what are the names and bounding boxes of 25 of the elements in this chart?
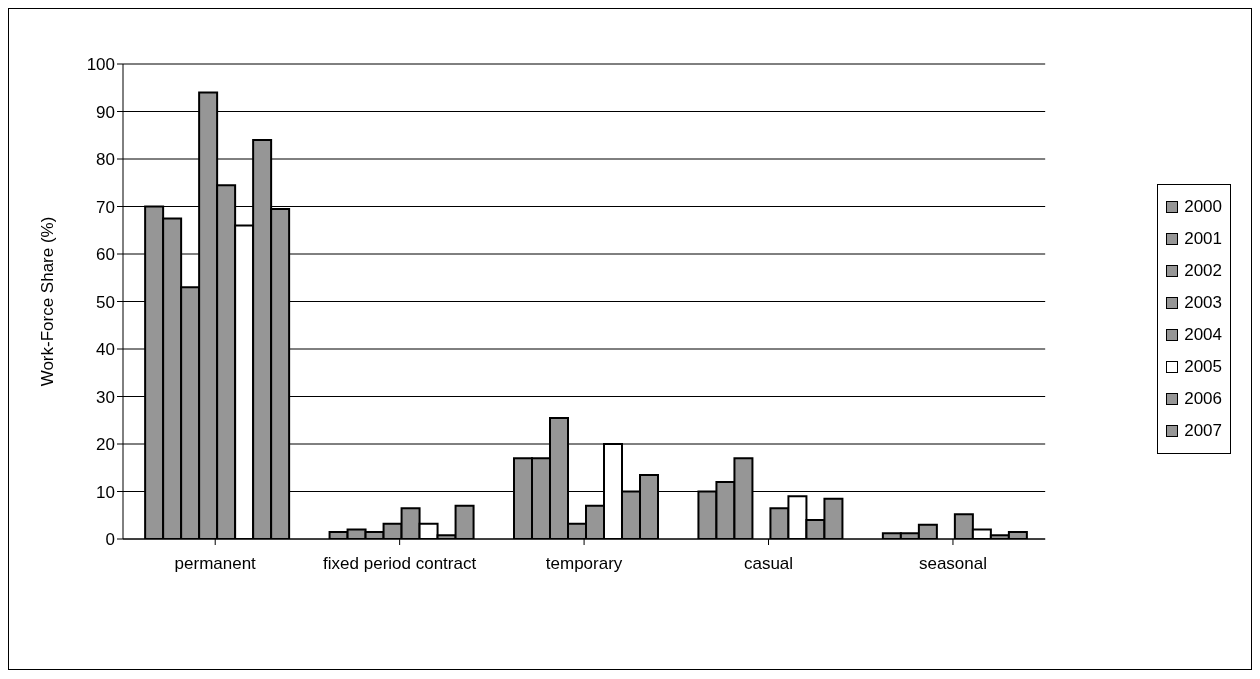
legend-label: 2001 (1184, 229, 1222, 249)
legend-label: 2007 (1184, 421, 1222, 441)
legend-label: 2000 (1184, 197, 1222, 217)
y-tick-label: 90 (96, 102, 115, 122)
x-tick-label: temporary (545, 554, 623, 574)
y-tick-label: 40 (96, 340, 115, 360)
x-tick-label: fixed period contract (323, 554, 477, 574)
y-tick-label: 50 (96, 292, 115, 312)
y-axis-title: Work-Force Share (%) (38, 216, 58, 387)
y-tick-label: 80 (96, 150, 115, 170)
y-tick-label: 20 (96, 435, 115, 455)
x-tick-label: permanent (174, 554, 257, 574)
y-tick-label: 100 (86, 55, 115, 75)
y-tick-label: 60 (96, 245, 115, 265)
legend-label: 2002 (1184, 261, 1222, 281)
x-tick-label: casual (743, 554, 794, 574)
legend-label: 2004 (1184, 325, 1222, 345)
legend-label: 2005 (1184, 357, 1222, 377)
y-tick-label: 70 (96, 197, 115, 217)
y-tick-label: 0 (105, 530, 115, 550)
y-tick-label: 10 (96, 482, 115, 502)
legend-label: 2006 (1184, 389, 1222, 409)
x-tick-label: seasonal (918, 554, 987, 574)
y-tick-label: 30 (96, 387, 115, 407)
legend-label: 2003 (1184, 293, 1222, 313)
